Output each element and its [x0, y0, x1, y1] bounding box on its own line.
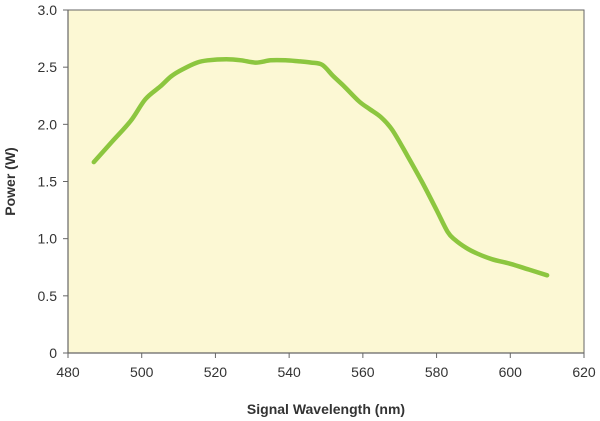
- x-axis-ticks: [67, 353, 585, 358]
- x-tick-label: 600: [499, 364, 523, 380]
- y-tick-label: 0.5: [38, 288, 58, 304]
- y-tick-label: 2.5: [38, 59, 58, 75]
- series-line: [91, 56, 550, 278]
- x-tick-label: 480: [56, 364, 80, 380]
- x-axis-tick-labels: 480 500 520 540 560 580 600 620: [56, 364, 596, 380]
- x-tick-label: 520: [204, 364, 228, 380]
- x-tick-label: 500: [130, 364, 154, 380]
- x-tick-label: 620: [572, 364, 596, 380]
- x-tick-label: 580: [425, 364, 449, 380]
- y-tick-label: 2.0: [38, 116, 58, 132]
- y-tick-label: 0: [49, 345, 57, 361]
- x-tick-label: 540: [277, 364, 301, 380]
- y-tick-label: 1.0: [38, 231, 58, 247]
- x-tick-label: 560: [351, 364, 375, 380]
- y-tick-label: 3.0: [38, 2, 58, 18]
- y-axis-title: Power (W): [2, 147, 18, 215]
- x-axis-title: Signal Wavelength (nm): [247, 401, 405, 417]
- y-tick-label: 1.5: [38, 174, 58, 190]
- y-axis-ticks: [63, 9, 68, 354]
- plot-area: [67, 9, 585, 354]
- y-axis-tick-labels: 0 0.5 1.0 1.5 2.0 2.5 3.0: [38, 2, 58, 361]
